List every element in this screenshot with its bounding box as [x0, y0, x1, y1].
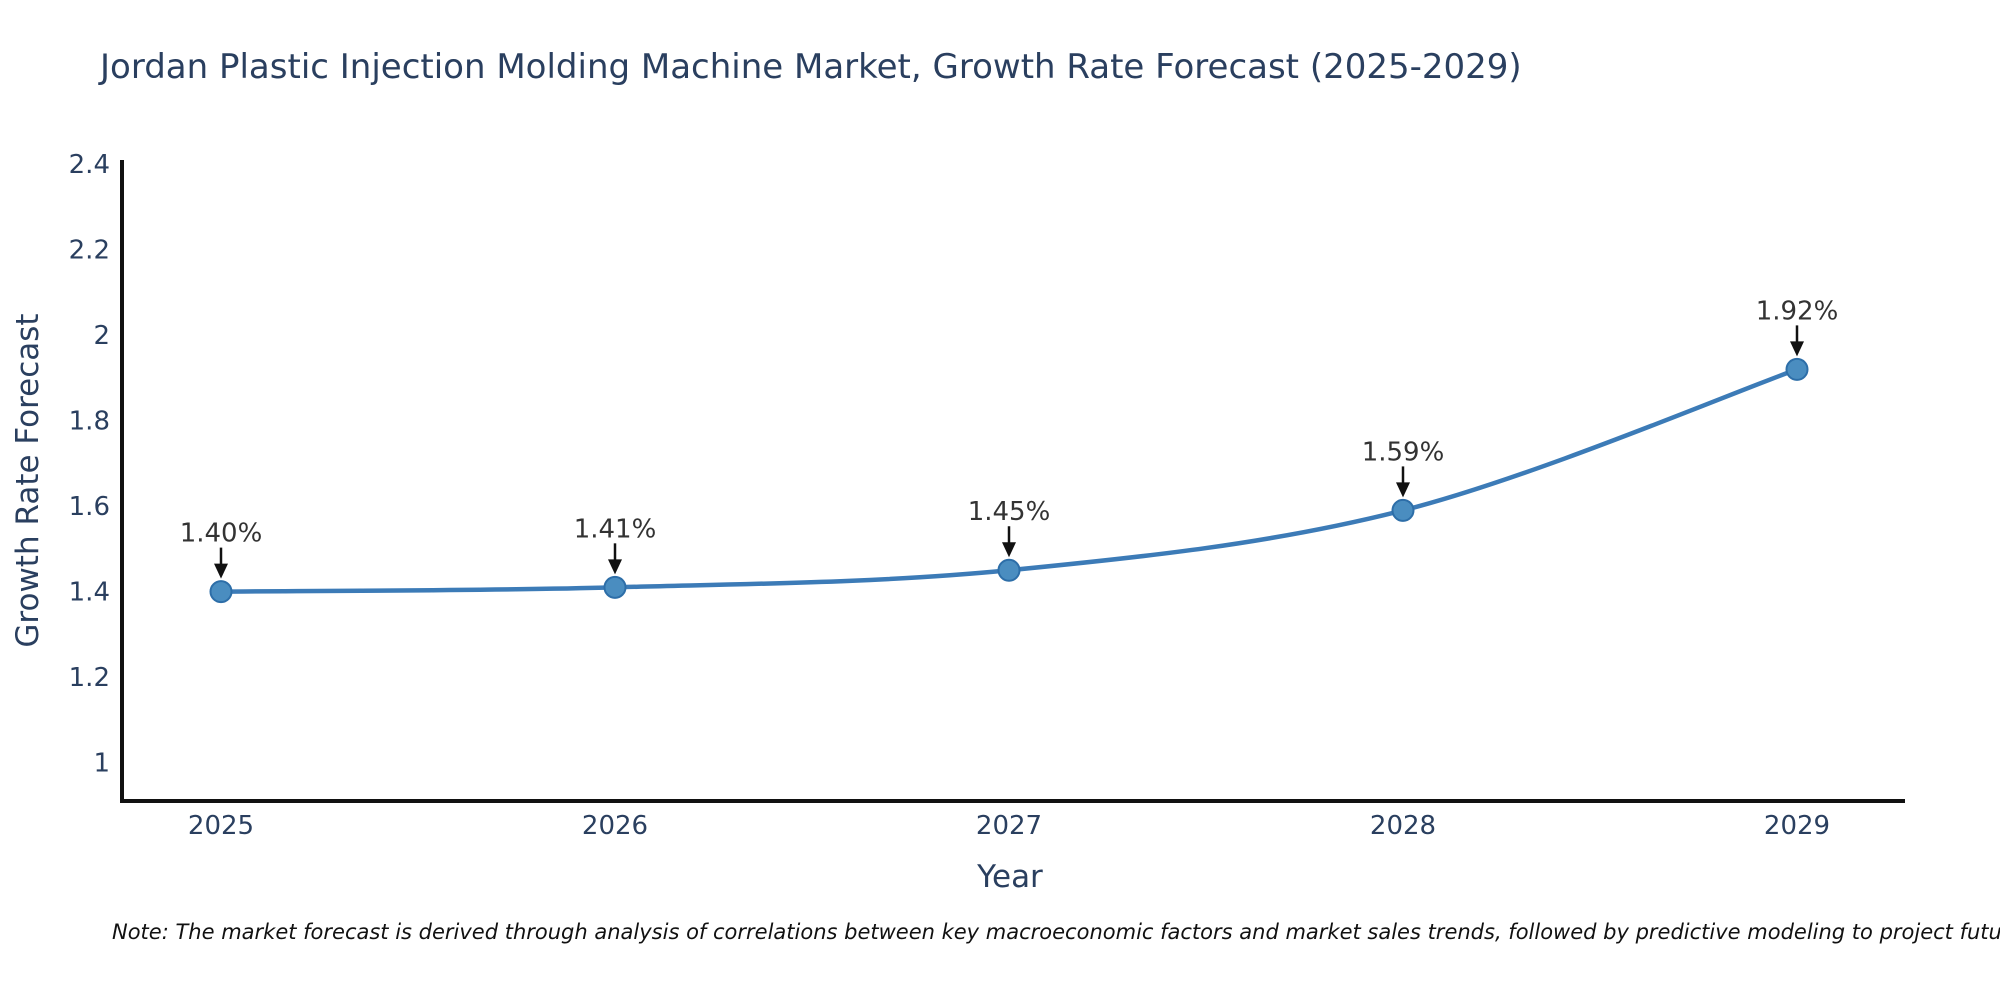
- y-tick-label: 2.2: [69, 236, 110, 266]
- annotation-arrowhead-icon: [1002, 542, 1016, 558]
- x-tick-label: 2026: [582, 811, 648, 841]
- point-annotation-label: 1.59%: [1362, 437, 1445, 467]
- forecast-methodology-note: Note: The market forecast is derived thr…: [112, 920, 2000, 944]
- y-tick-label: 1.2: [69, 663, 110, 693]
- series-line: [218, 367, 1800, 594]
- y-tick-label: 2.4: [69, 150, 110, 180]
- chart-title: Jordan Plastic Injection Molding Machine…: [100, 47, 1522, 87]
- data-point-marker[interactable]: [1391, 498, 1415, 522]
- point-annotation-label: 1.40%: [180, 519, 263, 549]
- annotation-arrowhead-icon: [214, 563, 228, 579]
- x-axis-title: Year: [976, 859, 1043, 895]
- y-axis-title: Growth Rate Forecast: [10, 313, 46, 647]
- annotation-arrowhead-icon: [1790, 341, 1804, 357]
- y-tick-label: 1: [93, 748, 110, 778]
- annotation-arrowhead-icon: [608, 559, 622, 575]
- data-point-marker[interactable]: [603, 575, 627, 599]
- point-annotation-label: 1.92%: [1756, 296, 1839, 326]
- annotation-arrowhead-icon: [1396, 482, 1410, 498]
- data-point-marker[interactable]: [1785, 357, 1809, 381]
- y-tick-label: 1.4: [69, 577, 110, 607]
- y-tick-label: 2: [93, 321, 110, 351]
- data-point-marker[interactable]: [209, 580, 233, 604]
- data-point-marker[interactable]: [997, 558, 1021, 582]
- point-annotation-label: 1.45%: [968, 497, 1051, 527]
- x-tick-label: 2028: [1370, 811, 1436, 841]
- x-tick-label: 2025: [188, 811, 254, 841]
- x-tick-label: 2029: [1764, 811, 1830, 841]
- y-tick-label: 1.8: [69, 407, 110, 437]
- point-annotation-label: 1.41%: [574, 514, 657, 544]
- y-tick-label: 1.6: [69, 492, 110, 522]
- x-tick-label: 2027: [976, 811, 1042, 841]
